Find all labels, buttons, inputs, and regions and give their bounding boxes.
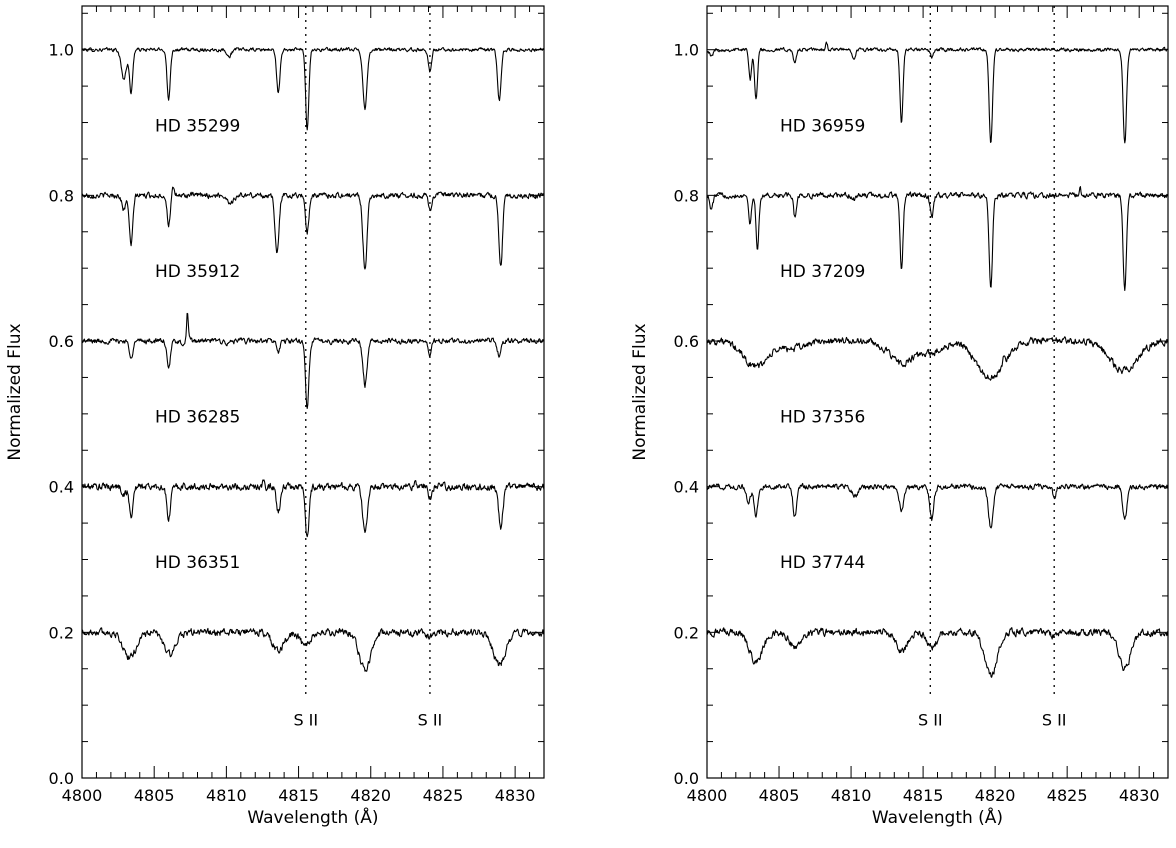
y-tick-label: 0.4 — [674, 478, 699, 497]
series-label: HD 36285 — [155, 408, 240, 428]
x-tick-label: 4825 — [423, 786, 464, 805]
x-tick-label: 4810 — [206, 786, 247, 805]
x-axis-label: Wavelength (Å) — [247, 806, 378, 828]
y-tick-label: 0.0 — [49, 769, 74, 788]
y-tick-label: 0.2 — [49, 623, 74, 642]
x-tick-label: 4805 — [759, 786, 800, 805]
x-tick-label: 4800 — [62, 786, 103, 805]
y-tick-label: 0.2 — [674, 623, 699, 642]
left-panel: 4800 4805 4810 4815 4820 4825 4830 0.0 0.2 0.4 0.6… — [5, 5, 545, 828]
y-tick-label: 0.6 — [674, 332, 699, 351]
x-tick-label: 4830 — [1119, 786, 1160, 805]
spectrum-line — [81, 479, 545, 538]
y-tick-label: 1.0 — [49, 41, 74, 60]
y-tick-label: 0.8 — [674, 186, 699, 205]
x-tick-label: 4815 — [903, 786, 944, 805]
spectrum-line — [706, 627, 1169, 678]
x-tick-label: 4830 — [495, 786, 536, 805]
spectrum-line — [706, 186, 1169, 291]
x-tick-label: 4800 — [687, 786, 728, 805]
series-label: HD 35912 — [155, 262, 240, 282]
spectrum-line — [81, 186, 545, 270]
y-tick-label: 0.4 — [49, 478, 74, 497]
y-tick-label: 1.0 — [674, 41, 699, 60]
series-label: HD 37744 — [780, 553, 865, 573]
spectrum-line — [81, 627, 545, 672]
plot-frame — [81, 5, 545, 779]
spectrum-line — [706, 41, 1169, 144]
marker-label: S II — [1042, 711, 1067, 730]
y-axis-label: Normalized Flux — [630, 323, 650, 460]
y-tick-label: 0.0 — [674, 769, 699, 788]
series-label: HD 36959 — [780, 116, 865, 136]
series-label: HD 37356 — [780, 408, 865, 428]
x-tick-label: 4825 — [1047, 786, 1088, 805]
x-tick-label: 4810 — [831, 786, 872, 805]
spectrum-line — [81, 312, 545, 410]
y-tick-label: 0.8 — [49, 186, 74, 205]
plot-frame — [706, 5, 1169, 779]
series-label: HD 35299 — [155, 116, 240, 136]
x-tick-label: 4820 — [975, 786, 1016, 805]
right-panel: 4800 4805 4810 4815 4820 4825 4830 0.0 0.2 0.4 0.6… — [630, 5, 1169, 828]
spectrum-line — [706, 336, 1169, 381]
spectrum-line — [706, 482, 1169, 529]
x-axis-label: Wavelength (Å) — [872, 806, 1003, 828]
series-label: HD 36351 — [155, 553, 240, 573]
y-axis-label: Normalized Flux — [5, 323, 25, 460]
marker-label: S II — [293, 711, 318, 730]
spectrum-line — [81, 46, 545, 131]
series-label: HD 37209 — [780, 262, 865, 282]
x-tick-label: 4820 — [350, 786, 391, 805]
marker-label: S II — [418, 711, 443, 730]
marker-label: S II — [918, 711, 943, 730]
y-tick-label: 0.6 — [49, 332, 74, 351]
x-tick-label: 4815 — [278, 786, 319, 805]
x-tick-label: 4805 — [134, 786, 175, 805]
